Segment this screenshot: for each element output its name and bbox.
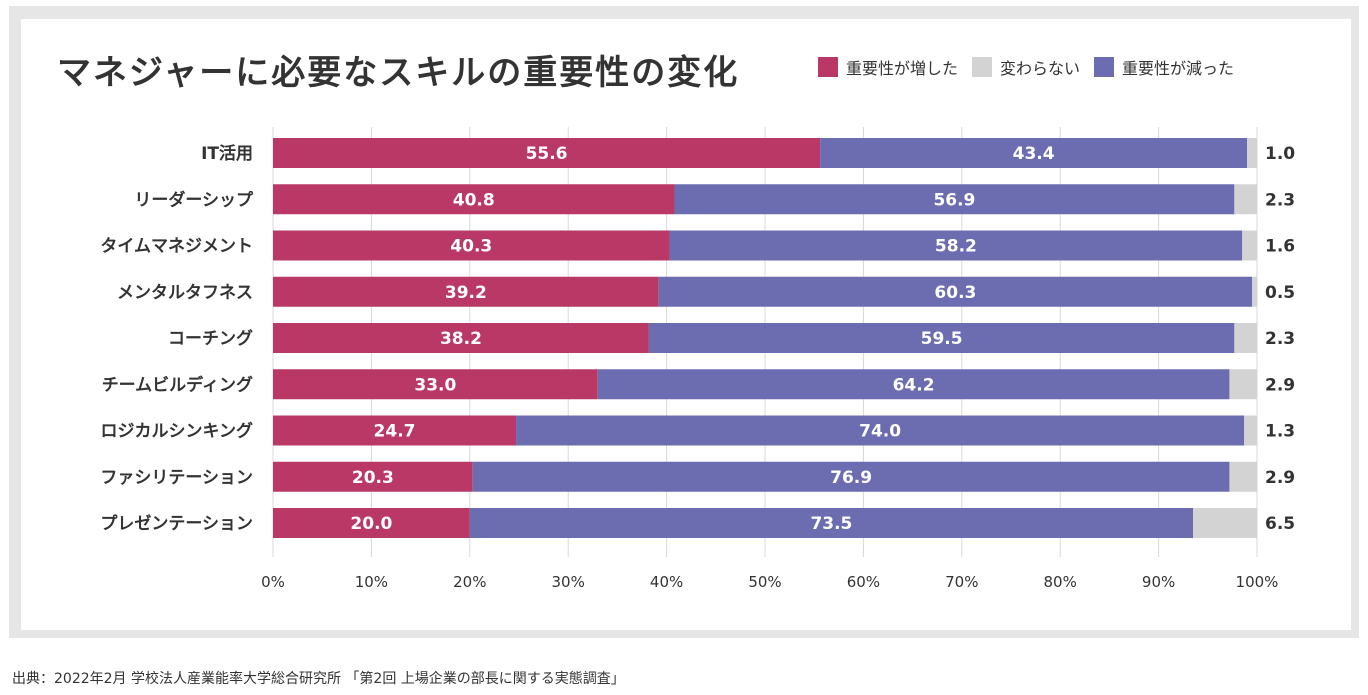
category-label: ロジカルシンキング bbox=[101, 421, 254, 442]
data-label-unchanged: 2.9 bbox=[1265, 468, 1295, 488]
x-tick-label: 90% bbox=[1142, 573, 1175, 591]
x-tick-label: 10% bbox=[355, 573, 388, 591]
x-tick-label: 30% bbox=[552, 573, 585, 591]
bar-segment-increased bbox=[273, 508, 470, 538]
data-label-unchanged: 2.3 bbox=[1265, 190, 1295, 210]
category-label: チームビルディング bbox=[102, 374, 253, 395]
bar-segment-increased bbox=[273, 461, 473, 492]
legend-swatch-decreased bbox=[1094, 57, 1115, 77]
category-label: リーダーシップ bbox=[134, 189, 254, 210]
category-label: ファシリテーション bbox=[100, 468, 253, 488]
chart-legend: 重要性が増した 変わらない 重要性が減った bbox=[818, 56, 1234, 78]
data-label-decreased: 43.4 bbox=[1013, 144, 1055, 164]
data-label-increased: 20.0 bbox=[350, 514, 392, 534]
x-tick-label: 0% bbox=[261, 573, 285, 591]
bar-segment-decreased bbox=[674, 184, 1235, 215]
bar-segment-decreased bbox=[516, 415, 1245, 446]
legend-item-unchanged: 変わらない bbox=[972, 55, 1080, 79]
bar-segment-decreased bbox=[820, 138, 1248, 168]
x-tick-label: 80% bbox=[1044, 573, 1077, 591]
legend-label-decreased: 重要性が減った bbox=[1122, 59, 1235, 78]
data-label-increased: 24.7 bbox=[374, 422, 416, 442]
source-note: 出典：2022年2月 学校法人産業能率大学総合研究所 「第2回 上場企業の部長に… bbox=[12, 671, 625, 687]
bar-segment-unchanged bbox=[1247, 138, 1257, 168]
data-label-increased: 55.6 bbox=[526, 144, 568, 164]
x-tick-label: 40% bbox=[650, 573, 683, 591]
legend-label-increased: 重要性が増した bbox=[846, 59, 959, 78]
bar-segment-decreased bbox=[469, 508, 1194, 538]
legend-item-increased: 重要性が増した bbox=[818, 55, 958, 79]
x-tick-label: 50% bbox=[748, 573, 781, 591]
bar-segment-increased bbox=[273, 415, 517, 446]
bar-segment-unchanged bbox=[1229, 461, 1257, 492]
data-label-decreased: 76.9 bbox=[830, 468, 872, 488]
legend-label-unchanged: 変わらない bbox=[1000, 59, 1081, 78]
bar-segment-unchanged bbox=[1234, 184, 1257, 215]
bar-segment-increased bbox=[273, 184, 675, 215]
data-label-unchanged: 1.6 bbox=[1265, 237, 1295, 257]
bar-segment-unchanged bbox=[1193, 508, 1257, 538]
data-label-increased: 39.2 bbox=[445, 283, 487, 303]
bar-segment-increased bbox=[273, 369, 598, 400]
bar-segment-increased bbox=[273, 323, 649, 353]
data-label-unchanged: 1.0 bbox=[1265, 144, 1295, 164]
x-tick-label: 60% bbox=[847, 573, 880, 591]
category-label: IT活用 bbox=[201, 143, 253, 164]
bar-segment-increased bbox=[273, 230, 670, 261]
bar-segment-unchanged bbox=[1242, 230, 1257, 261]
bar-segment-decreased bbox=[658, 276, 1253, 307]
bar-segment-decreased bbox=[597, 369, 1230, 400]
bar-segment-decreased bbox=[472, 461, 1230, 492]
data-label-increased: 33.0 bbox=[414, 375, 456, 395]
data-label-increased: 38.2 bbox=[440, 329, 482, 349]
bar-segment-increased bbox=[273, 276, 659, 307]
category-label: プレゼンテーション bbox=[100, 513, 253, 534]
data-label-increased: 20.3 bbox=[352, 468, 394, 488]
bar-segment-unchanged bbox=[1244, 415, 1257, 446]
data-label-decreased: 74.0 bbox=[859, 422, 901, 442]
data-label-unchanged: 0.5 bbox=[1265, 283, 1295, 303]
data-label-decreased: 59.5 bbox=[921, 329, 963, 349]
bar-segment-increased bbox=[273, 138, 821, 168]
bar-segment-unchanged bbox=[1252, 276, 1257, 307]
data-label-increased: 40.3 bbox=[450, 237, 492, 257]
bar-segment-decreased bbox=[669, 230, 1243, 261]
legend-swatch-unchanged bbox=[972, 57, 993, 77]
x-tick-label: 20% bbox=[453, 573, 486, 591]
bar-segment-unchanged bbox=[1234, 323, 1257, 353]
data-label-unchanged: 1.3 bbox=[1265, 422, 1295, 442]
category-label: コーチング bbox=[168, 328, 253, 349]
x-tick-label: 70% bbox=[945, 573, 978, 591]
data-label-unchanged: 6.5 bbox=[1265, 514, 1295, 534]
bar-segment-decreased bbox=[648, 323, 1235, 353]
category-label: タイムマネジメント bbox=[100, 237, 253, 257]
data-label-decreased: 64.2 bbox=[893, 375, 935, 395]
legend-item-decreased: 重要性が減った bbox=[1094, 55, 1234, 79]
data-label-decreased: 73.5 bbox=[810, 514, 852, 534]
legend-swatch-increased bbox=[818, 57, 838, 77]
data-label-decreased: 56.9 bbox=[933, 190, 975, 210]
data-label-decreased: 60.3 bbox=[934, 283, 976, 303]
data-label-decreased: 58.2 bbox=[935, 237, 977, 257]
data-label-unchanged: 2.3 bbox=[1265, 329, 1295, 349]
category-label: メンタルタフネス bbox=[117, 283, 253, 303]
x-tick-label: 100% bbox=[1236, 573, 1279, 591]
data-label-increased: 40.8 bbox=[453, 190, 495, 210]
bar-segment-unchanged bbox=[1229, 369, 1257, 400]
chart-title: マネジャーに必要なスキルの重要性の変化 bbox=[57, 53, 740, 93]
data-label-unchanged: 2.9 bbox=[1265, 375, 1295, 395]
